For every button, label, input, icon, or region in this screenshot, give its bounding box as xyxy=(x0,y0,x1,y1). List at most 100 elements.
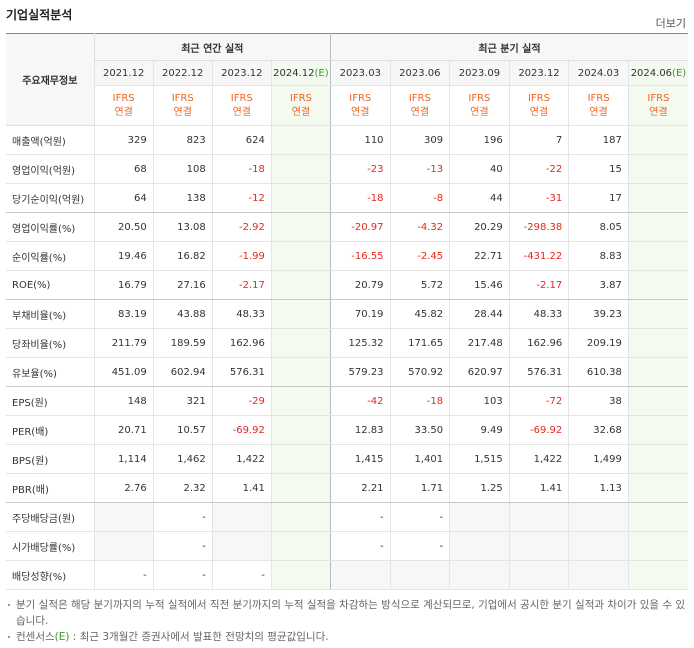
data-cell: - xyxy=(389,531,450,561)
data-cell xyxy=(211,531,272,561)
data-cell: 12.83 xyxy=(329,415,391,445)
data-cell: 209.19 xyxy=(568,328,629,358)
data-cell: -18 xyxy=(389,386,450,416)
basis-header: IFRS 연결 xyxy=(508,85,569,126)
data-cell xyxy=(627,415,688,445)
row-label: 당좌비율(%) xyxy=(6,328,95,358)
data-cell: 39.23 xyxy=(568,299,629,329)
data-cell: 321 xyxy=(152,386,213,416)
data-cell: 1,114 xyxy=(93,444,154,474)
data-cell xyxy=(270,415,331,445)
data-cell: -4.32 xyxy=(389,212,450,242)
row-label: 영업이익률(%) xyxy=(6,212,95,242)
basis-scope: 연결 xyxy=(173,106,192,118)
data-cell xyxy=(568,560,629,590)
data-row: PBR(배) 2.76 2.32 1.41 2.21 1.71 1.25 1.41 1.13 xyxy=(6,473,688,503)
basis-scope: 연결 xyxy=(529,106,549,118)
data-cell xyxy=(627,502,688,532)
row-label: 부채비율(%) xyxy=(6,299,95,329)
data-cell xyxy=(270,328,331,358)
more-link[interactable]: 더보기 xyxy=(655,17,686,30)
basis-header: IFRS 연결 xyxy=(627,85,688,126)
data-row: 주당배당금(원) - - - xyxy=(6,502,688,532)
row-label: BPS(원) xyxy=(6,444,95,474)
data-cell: 1,499 xyxy=(568,444,629,474)
data-cell xyxy=(627,473,688,503)
data-row: 배당성향(%) - - - xyxy=(6,560,688,590)
period-date: 2023.09 xyxy=(458,67,501,79)
period-date: 2022.12 xyxy=(162,67,204,79)
basis-scope: 연결 xyxy=(114,106,133,118)
data-cell: 1,515 xyxy=(449,444,510,474)
data-row: ROE(%) 16.79 27.16 -2.17 20.79 5.72 15.46 -2.17… xyxy=(6,270,688,300)
data-cell: 602.94 xyxy=(152,357,213,387)
data-cell: 28.44 xyxy=(449,299,510,329)
basis-header: IFRS 연결 xyxy=(152,85,213,126)
data-cell xyxy=(270,154,331,184)
data-cell: 43.88 xyxy=(152,299,213,329)
data-cell: 83.19 xyxy=(93,299,154,329)
data-cell: 27.16 xyxy=(152,270,213,300)
period-row: 2021.12 2022.12 2023.12 2024.12(E) 2023.03 20… xyxy=(6,60,688,86)
data-cell xyxy=(270,241,331,271)
data-cell: 1,415 xyxy=(329,444,391,474)
data-cell: 45.82 xyxy=(389,299,450,329)
basis-standard: IFRS xyxy=(408,92,431,104)
data-cell: 20.29 xyxy=(449,212,510,242)
data-cell: 64 xyxy=(93,183,154,213)
data-cell xyxy=(270,531,331,561)
data-cell: 40 xyxy=(449,154,510,184)
data-cell xyxy=(627,270,688,300)
data-cell: 7 xyxy=(508,125,569,155)
period-header: 2024.06(E) xyxy=(627,60,688,86)
data-cell xyxy=(627,154,688,184)
data-cell: 148 xyxy=(93,386,154,416)
data-row: PER(배) 20.71 10.57 -69.92 12.83 33.50 9.49 -69.… xyxy=(6,415,688,445)
period-date: 2024.12 xyxy=(273,67,315,79)
data-cell: 823 xyxy=(152,125,213,155)
basis-standard: IFRS xyxy=(647,92,670,104)
data-cell xyxy=(627,328,688,358)
estimate-mark: (E) xyxy=(314,67,329,79)
row-label: ROE(%) xyxy=(6,270,95,300)
data-cell xyxy=(627,183,688,213)
data-cell xyxy=(508,531,569,561)
basis-scope: 연결 xyxy=(410,106,430,118)
data-cell: 48.33 xyxy=(211,299,272,329)
data-cell xyxy=(627,125,688,155)
data-cell xyxy=(449,531,510,561)
data-cell: 70.19 xyxy=(329,299,391,329)
row-label: 순이익률(%) xyxy=(6,241,95,271)
footnote-text: : 최근 3개월간 증권사에서 발표한 전망치의 평균값입니다. xyxy=(69,631,329,643)
footnote-text: 분기 실적은 해당 분기까지의 누적 실적에서 직전 분기까지의 누적 실적을 … xyxy=(16,599,686,627)
footnote: 컨센서스(E) : 최근 3개월간 증권사에서 발표한 전망치의 평균값입니다. xyxy=(6,629,686,645)
period-date: 2023.03 xyxy=(339,67,381,79)
data-cell xyxy=(627,212,688,242)
basis-header: IFRS 연결 xyxy=(389,85,450,126)
data-cell: - xyxy=(152,531,213,561)
row-label: 배당성향(%) xyxy=(6,560,95,590)
data-cell xyxy=(508,560,569,590)
basis-scope: 연결 xyxy=(589,106,608,118)
data-cell xyxy=(627,241,688,271)
data-cell: 5.72 xyxy=(389,270,450,300)
financial-table: 주요재무정보 최근 연간 실적 최근 분기 실적 2021.12 2022.12 2023… xyxy=(6,33,688,590)
estimate-mark: (E) xyxy=(672,67,687,79)
data-cell xyxy=(270,183,331,213)
data-cell: -42 xyxy=(329,386,391,416)
period-header: 2023.03 xyxy=(329,60,391,86)
period-date: 2023.06 xyxy=(399,67,441,79)
basis-scope: 연결 xyxy=(649,106,668,118)
data-row: 유보율(%) 451.09 602.94 576.31 579.23 570.92 620.… xyxy=(6,357,688,387)
data-cell xyxy=(627,386,688,416)
data-row: 영업이익률(%) 20.50 13.08 -2.92 -20.97 -4.32 20.29-… xyxy=(6,212,688,242)
data-cell: 162.96 xyxy=(508,328,569,358)
data-cell: 196 xyxy=(449,125,510,155)
data-cell: - xyxy=(93,560,154,590)
basis-header: IFRS 연결 xyxy=(568,85,629,126)
data-cell: 1,422 xyxy=(508,444,569,474)
data-cell: 10.57 xyxy=(152,415,213,445)
data-cell: -69.92 xyxy=(211,415,272,445)
data-cell: 16.82 xyxy=(152,241,213,271)
